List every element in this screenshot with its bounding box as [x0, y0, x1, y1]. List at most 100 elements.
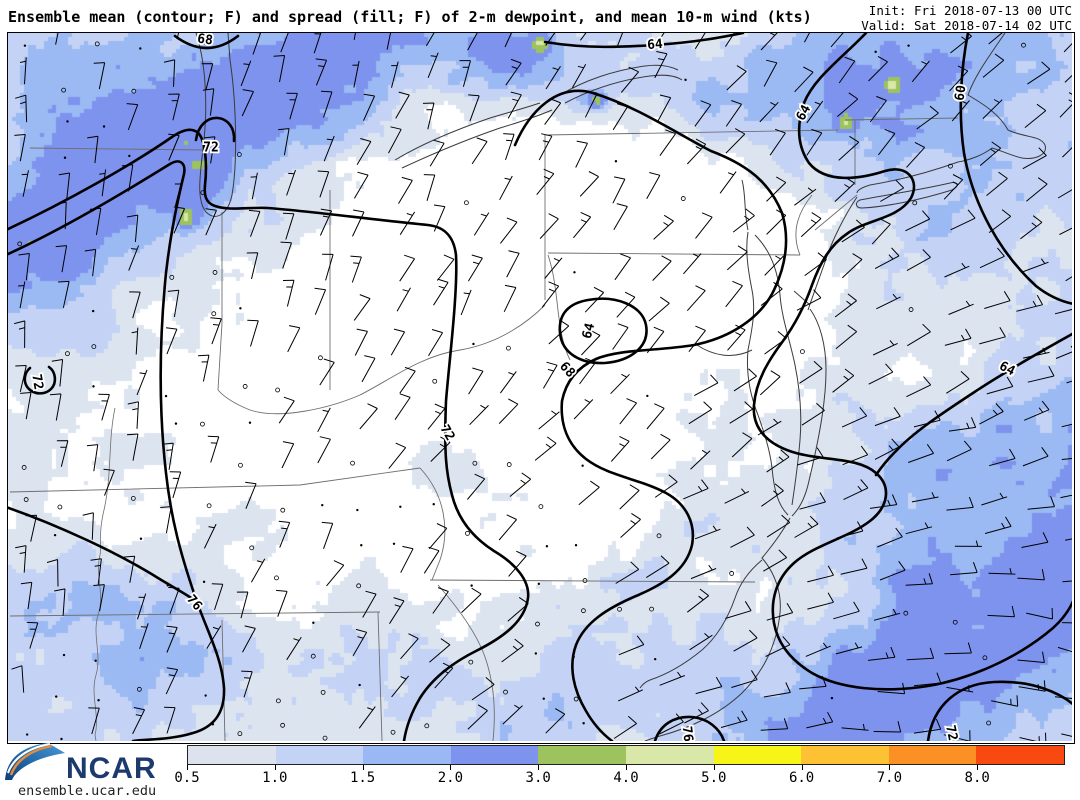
- wind-barb: [504, 33, 512, 48]
- wind-barb: [946, 371, 970, 394]
- wind-barb: [503, 133, 515, 161]
- wind-barb: [278, 520, 291, 548]
- wind-barb: [468, 367, 484, 395]
- calm-wind-marker: [321, 503, 324, 507]
- colorbar-tick-label: 1.5: [349, 770, 376, 786]
- wind-barb: [944, 642, 972, 655]
- dewpoint-contour: [8, 128, 530, 741]
- calm-wind-marker: [23, 44, 27, 47]
- wind-barb: [167, 289, 180, 318]
- colorbar-tick-label: 1.0: [262, 770, 288, 786]
- calm-wind-marker: [211, 311, 217, 317]
- calm-wind-marker: [503, 689, 508, 695]
- wind-barb: [761, 483, 784, 507]
- calm-wind-marker: [830, 696, 834, 700]
- calm-wind-marker: [97, 699, 100, 702]
- wind-barb: [954, 540, 982, 547]
- wind-barb: [944, 262, 970, 278]
- wind-barb: [499, 175, 513, 201]
- coastline: [856, 33, 1046, 194]
- wind-barb: [164, 706, 176, 734]
- wind-barb: [350, 255, 362, 283]
- wind-barb: [766, 176, 787, 202]
- colorbar-segment: [450, 746, 539, 764]
- wind-barb: [840, 558, 868, 575]
- wind-barb: [89, 207, 102, 236]
- calm-wind-marker: [390, 729, 396, 735]
- wind-barb: [460, 289, 472, 316]
- wind-barb: [160, 506, 172, 534]
- wind-barb: [806, 711, 834, 729]
- wind-barb: [126, 214, 139, 243]
- wind-barb: [654, 51, 668, 79]
- calm-wind-marker: [312, 621, 315, 625]
- wind-barb: [725, 280, 743, 308]
- wind-barb: [1019, 732, 1047, 741]
- calm-wind-marker: [1021, 42, 1026, 48]
- site-url: ensemble.ucar.edu: [18, 783, 157, 799]
- wind-barb: [873, 608, 901, 621]
- contour-label: 68: [196, 33, 214, 49]
- colorbar-segment: [363, 746, 451, 764]
- wind-barb: [763, 59, 778, 87]
- dewpoint-contour: [8, 160, 226, 741]
- wind-barb: [1065, 538, 1072, 541]
- wind-barb: [573, 211, 592, 239]
- wind-barb: [49, 393, 62, 421]
- contour-label: 72: [28, 373, 45, 391]
- wind-barb: [20, 392, 32, 420]
- wind-barb: [906, 249, 931, 272]
- wind-barb: [804, 252, 827, 277]
- calm-wind-marker: [392, 542, 396, 545]
- lake-shoreline: [195, 33, 237, 217]
- wind-barb: [282, 212, 295, 240]
- wind-barb: [1026, 177, 1048, 202]
- wind-barb: [841, 407, 868, 428]
- wind-barb: [388, 442, 407, 469]
- wind-barb: [390, 328, 406, 356]
- calm-wind-marker: [982, 655, 988, 661]
- wind-barb: [1057, 646, 1072, 653]
- wind-barb: [620, 66, 639, 93]
- wind-barb: [321, 521, 334, 549]
- coastline: [754, 234, 802, 506]
- calm-wind-marker: [206, 503, 212, 509]
- colorbar-tick: [538, 765, 540, 770]
- colorbar-tick: [274, 765, 276, 770]
- wind-barb: [509, 472, 532, 497]
- wind-barb: [1055, 345, 1072, 359]
- wind-barb: [123, 555, 136, 583]
- wind-barb: [984, 291, 1011, 309]
- contour-label: 64: [580, 321, 599, 340]
- wind-barb: [361, 355, 376, 383]
- calm-wind-marker: [432, 503, 435, 506]
- coastline: [696, 344, 753, 356]
- wind-barb: [281, 441, 295, 469]
- page-title: Ensemble mean (contour; F) and spread (f…: [8, 8, 812, 26]
- colorbar-segment: [713, 746, 802, 764]
- wind-barb: [432, 587, 449, 614]
- calm-wind-marker: [280, 722, 286, 728]
- calm-wind-marker: [102, 125, 106, 128]
- calm-wind-marker: [60, 737, 63, 741]
- wind-barb: [207, 435, 220, 463]
- wind-barb: [247, 319, 259, 347]
- wind-barb: [498, 398, 519, 424]
- lake-shoreline: [564, 74, 683, 104]
- wind-barb: [578, 480, 600, 506]
- wind-barb: [834, 293, 857, 318]
- wind-barb: [471, 677, 495, 701]
- wind-barb: [988, 448, 1016, 467]
- wind-barb: [794, 515, 819, 538]
- wind-barb: [103, 468, 115, 496]
- wind-barb: [986, 171, 1008, 196]
- wind-barb: [503, 284, 517, 313]
- wind-barb: [683, 253, 702, 275]
- calm-wind-marker: [17, 241, 23, 247]
- wind-barb: [657, 94, 672, 122]
- wind-barb: [834, 176, 855, 202]
- colorbar-segment: [625, 746, 714, 764]
- wind-barb: [759, 101, 779, 123]
- wind-barb: [1061, 733, 1072, 737]
